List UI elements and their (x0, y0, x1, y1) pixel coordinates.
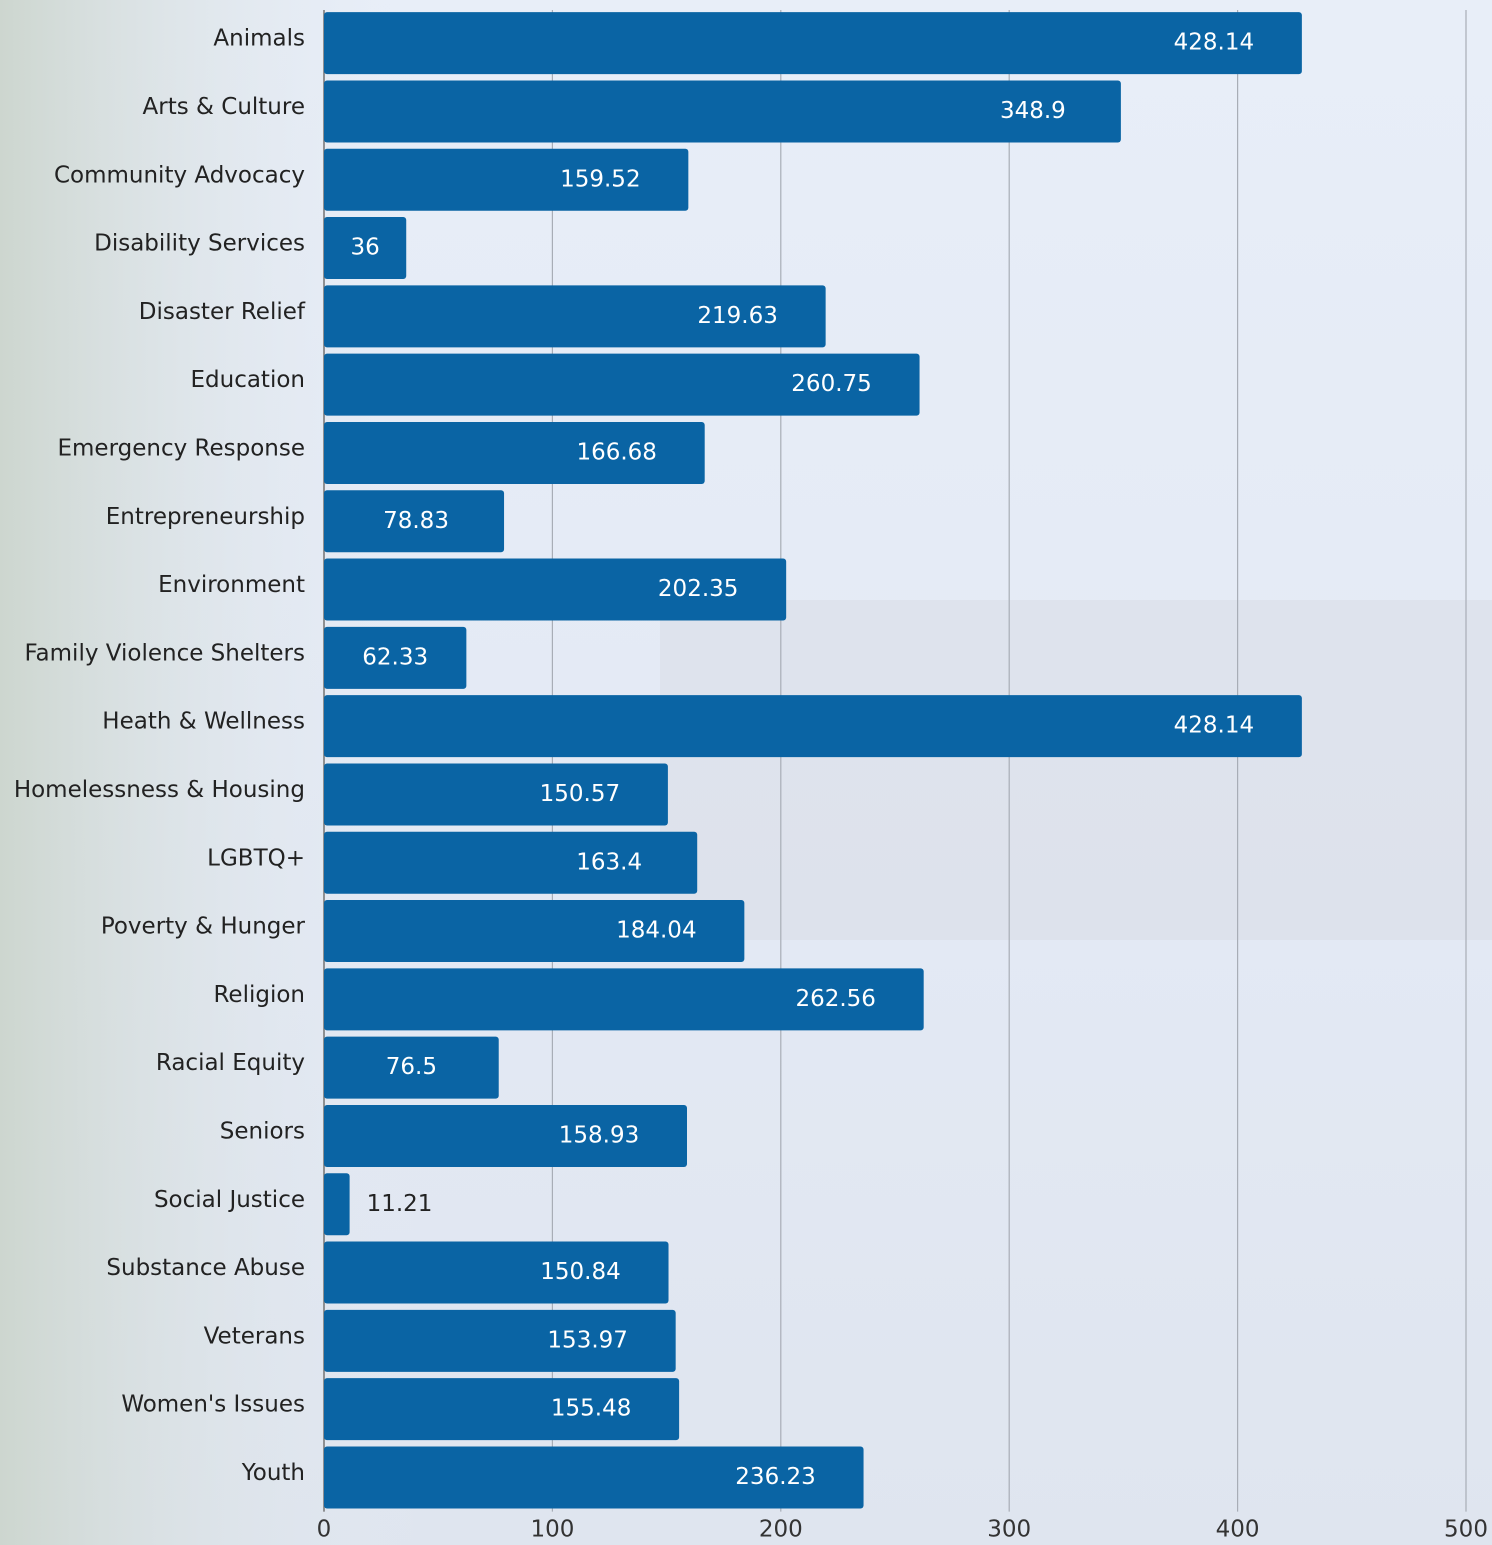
y-tick-label: Disability Services (94, 231, 305, 257)
y-tick-label: Seniors (220, 1118, 305, 1144)
bar (324, 1309, 676, 1372)
x-tick-label: 200 (759, 1517, 803, 1543)
value-label: 163.4 (576, 849, 642, 875)
x-tick-label: 500 (1444, 1517, 1488, 1543)
y-tick-label: Poverty & Hunger (101, 914, 306, 940)
y-tick-label: Religion (213, 982, 305, 1008)
bar (324, 1241, 669, 1304)
bar (324, 763, 668, 826)
value-label: 159.52 (560, 166, 640, 192)
bar (324, 1104, 687, 1167)
value-label: 150.84 (540, 1259, 620, 1285)
x-tick-label: 100 (530, 1517, 574, 1543)
bar (324, 626, 467, 689)
y-tick-label: Substance Abuse (106, 1255, 305, 1281)
bar (324, 12, 1302, 75)
value-label: 150.57 (540, 781, 620, 807)
bar (324, 968, 924, 1031)
bar (324, 1173, 350, 1236)
bar (324, 217, 407, 280)
y-tick-label: Veterans (204, 1323, 305, 1349)
y-tick-label: Community Advocacy (54, 162, 305, 188)
x-tick-label: 300 (987, 1517, 1031, 1543)
value-label: 36 (350, 235, 379, 261)
bar (324, 148, 689, 211)
value-label: 166.68 (576, 439, 656, 465)
value-label: 260.75 (791, 371, 871, 397)
value-label: 428.14 (1174, 30, 1254, 56)
bar (324, 558, 787, 621)
bar (324, 80, 1121, 143)
bar (324, 695, 1302, 758)
bar (324, 285, 826, 348)
value-label: 348.9 (1000, 98, 1066, 124)
bars (324, 12, 1302, 1509)
x-tick-label: 400 (1216, 1517, 1260, 1543)
y-tick-label: Education (190, 367, 305, 393)
bar (324, 1036, 499, 1099)
value-label: 158.93 (559, 1122, 639, 1148)
bar (324, 1378, 680, 1441)
value-label: 155.48 (551, 1396, 631, 1422)
y-tick-label: Women's Issues (121, 1392, 305, 1418)
x-tick-label: 0 (317, 1517, 332, 1543)
value-label: 11.21 (367, 1191, 433, 1217)
value-label: 78.83 (383, 508, 449, 534)
bar (324, 900, 745, 963)
bar (324, 490, 505, 553)
y-tick-label: Heath & Wellness (102, 709, 305, 735)
value-label: 428.14 (1174, 713, 1254, 739)
y-tick-label: Animals (213, 26, 305, 52)
y-tick-label: Youth (241, 1460, 305, 1486)
y-tick-label: Racial Equity (156, 1050, 305, 1076)
y-tick-label: Disaster Relief (139, 299, 306, 325)
value-label: 219.63 (697, 303, 777, 329)
value-label: 153.97 (547, 1327, 627, 1353)
bar (324, 353, 920, 416)
value-label: 262.56 (795, 986, 875, 1012)
bar (324, 421, 705, 484)
y-tick-label: Family Violence Shelters (24, 640, 305, 666)
value-label: 202.35 (658, 576, 738, 602)
y-tick-label: Environment (158, 572, 305, 598)
bar (324, 1446, 864, 1509)
value-label: 62.33 (362, 644, 428, 670)
y-tick-label: Emergency Response (58, 435, 306, 461)
y-tick-label: Entrepreneurship (106, 504, 305, 530)
y-tick-label: LGBTQ+ (207, 845, 305, 871)
bar (324, 831, 698, 894)
value-label: 184.04 (616, 918, 696, 944)
y-tick-label: Arts & Culture (143, 94, 305, 120)
value-label: 236.23 (735, 1464, 815, 1490)
y-tick-label: Homelessness & Housing (14, 777, 305, 803)
background-skyline (660, 600, 1492, 940)
y-tick-label: Social Justice (154, 1187, 305, 1213)
value-label: 76.5 (386, 1054, 437, 1080)
labels: 0 100 200 300 400 500 Animals 428.14 Arts & Cult… (14, 26, 1488, 1543)
